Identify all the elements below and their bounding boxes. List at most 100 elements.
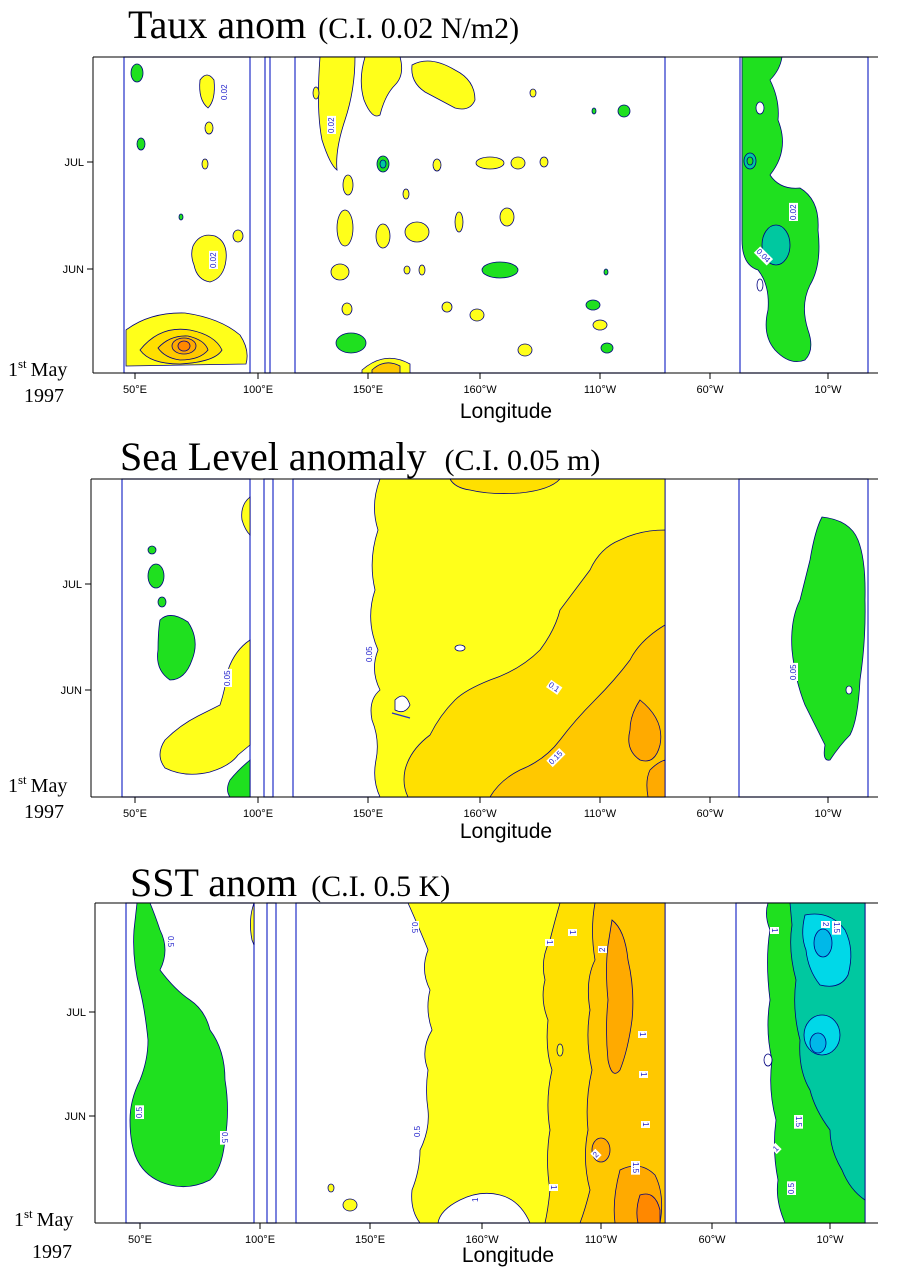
- white-hole: [454, 644, 466, 652]
- pos-blob: [529, 88, 537, 98]
- x-axis-label: Longitude: [460, 400, 552, 423]
- contour-label-bg: [770, 1142, 782, 1155]
- x-tick-label: 110°W: [584, 384, 617, 396]
- contour-label-bg: [794, 1115, 803, 1129]
- contour-label: 1.5: [794, 1116, 803, 1128]
- pos-blob: [327, 1183, 335, 1193]
- contour-label: 1: [549, 1185, 558, 1190]
- white-hole: [845, 685, 853, 695]
- title-note: (C.I. 0.02 N/m2): [318, 12, 519, 45]
- contour-label-bg: [789, 202, 798, 221]
- contour-label-bg: [365, 644, 374, 663]
- field-shapes: [92, 56, 878, 374]
- x-tick-label: 10°W: [814, 808, 842, 820]
- pos-blob: [592, 319, 608, 331]
- pos-blob: [232, 229, 244, 243]
- pos-blob: [499, 207, 515, 227]
- contour-label-bg: [546, 679, 563, 695]
- contour-label-bg: [590, 1148, 602, 1161]
- field-shapes: [94, 902, 878, 1224]
- contour-label: 1: [568, 930, 577, 935]
- neg-blob: [600, 342, 614, 354]
- contour-label-bg: [410, 921, 419, 935]
- pos-blob: [454, 211, 464, 233]
- neg-blob: [147, 563, 165, 589]
- contour-label-bg: [135, 1105, 144, 1119]
- contour-label: 1: [770, 928, 779, 933]
- contour-labels: 0.02 0.02 0.02 0.04 0.02: [209, 82, 798, 269]
- pos-blob: [371, 362, 401, 374]
- contour-label: 2: [591, 1150, 601, 1160]
- x-ticks: 50°E 100°E 150°E 160°W 110°W 60°W 10°W: [123, 373, 842, 396]
- pos-core: [177, 340, 191, 352]
- neg-blob: [603, 268, 609, 276]
- pos-blob: [517, 343, 533, 357]
- panel-taux: Taux anom (C.I. 0.02 N/m2): [8, 2, 878, 423]
- pos-blob: [360, 56, 403, 117]
- contour-label-bg: [639, 1071, 648, 1078]
- divider: [264, 56, 271, 374]
- neg-blob: [157, 596, 167, 608]
- contour-label: 1: [639, 1072, 648, 1077]
- x-tick-label: 50°E: [128, 1234, 152, 1246]
- contour-label-bg: [549, 1184, 558, 1191]
- pos-blob: [318, 56, 356, 171]
- x-tick-label: 110°W: [584, 808, 617, 820]
- white-hole: [756, 278, 764, 292]
- pos-blob: [402, 188, 410, 200]
- pos-blob: [199, 74, 215, 109]
- contour-label: 0.02: [789, 204, 798, 220]
- contour-label-bg: [568, 929, 577, 936]
- neg-blob: [585, 299, 601, 311]
- contour-label: 1: [638, 1032, 647, 1037]
- x-tick-label: 10°W: [814, 384, 842, 396]
- contour-label: 0.05: [789, 664, 798, 680]
- y-tick-label: JUN: [61, 685, 82, 697]
- pos-blob: [330, 263, 350, 281]
- white-hole: [394, 695, 411, 713]
- contour-label: 2: [598, 947, 607, 952]
- x-tick-label: 60°W: [696, 384, 724, 396]
- contour-label-bg: [821, 921, 830, 928]
- neg-blob: [136, 137, 146, 151]
- pos-blob: [475, 156, 505, 170]
- neg-blob: [335, 332, 367, 354]
- pos-blob: [204, 121, 214, 135]
- neg-blob: [591, 107, 597, 115]
- y-ticks: JUL JUN: [63, 157, 93, 276]
- y-ticks: JUL JUN: [65, 1007, 95, 1123]
- field-shapes: [90, 478, 878, 798]
- contour-label: 0.5: [220, 1132, 229, 1144]
- title-main: Sea Level anomaly: [120, 434, 427, 479]
- contour-label: 0.5: [413, 1125, 422, 1137]
- title-main: SST anom: [130, 860, 297, 905]
- title-note: (C.I. 0.5 K): [311, 870, 450, 903]
- pos-blob: [418, 264, 426, 276]
- pos-blob: [432, 158, 442, 172]
- neg-blob: [481, 261, 519, 279]
- neg-blob: [741, 56, 820, 363]
- pos4-fill: [606, 919, 634, 1074]
- title-main: Taux anom: [128, 2, 306, 47]
- pos4-fill: [628, 699, 662, 762]
- y-tick-label: JUN: [63, 264, 84, 276]
- contour-label: 0.02: [220, 84, 229, 100]
- contour-label-bg: [753, 246, 774, 266]
- contour-labels: 0.5 0.5 0.5 0.5 1 1 2 1 1 2 1.5 1 1 1 0.…: [135, 921, 841, 1203]
- neg-core: [761, 224, 791, 266]
- y-tick-label: JUL: [62, 579, 82, 591]
- x-tick-label: 150°E: [355, 1234, 385, 1246]
- x-tick-label: 160°W: [465, 1234, 499, 1246]
- contour-label: 0.5: [135, 1106, 144, 1118]
- x-tick-label: 160°W: [463, 384, 497, 396]
- contour-label-bg: [413, 1124, 422, 1138]
- x-tick-label: 110°W: [585, 1234, 618, 1246]
- neg-streak: [391, 712, 411, 719]
- neg-blob: [147, 545, 157, 555]
- pos-blob: [539, 156, 549, 168]
- pos3-fill: [489, 624, 666, 798]
- contour-label-bg: [223, 668, 232, 687]
- contour-label-bg: [209, 250, 218, 269]
- contour-label: 1: [771, 1144, 781, 1154]
